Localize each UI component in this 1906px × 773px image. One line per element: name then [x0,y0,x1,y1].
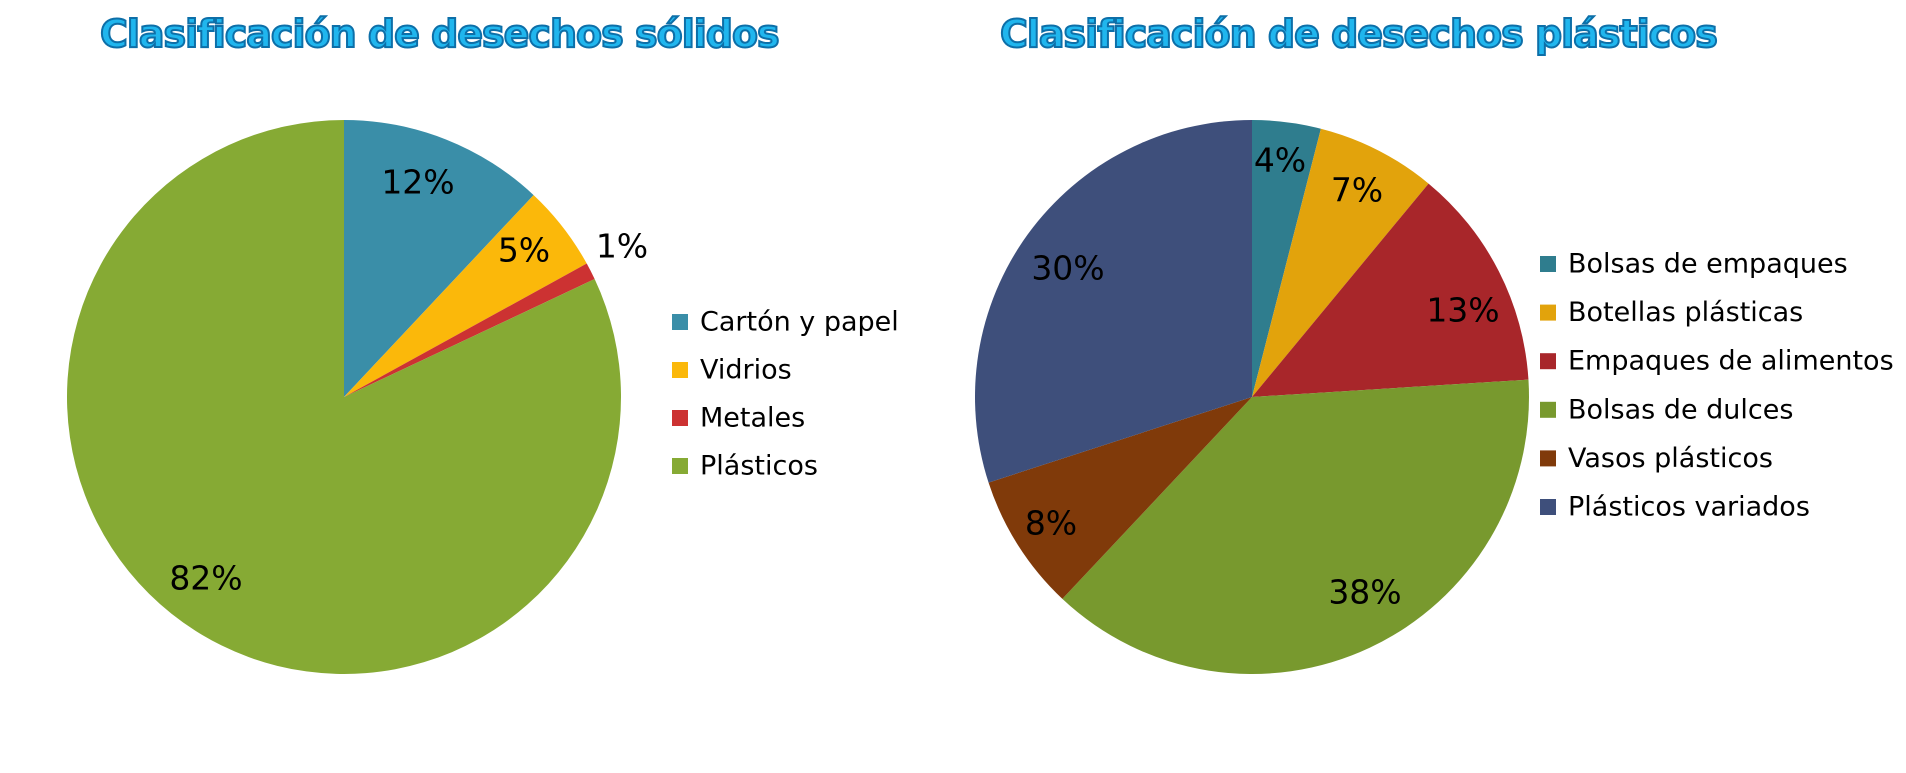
legend-label-carton-y-papel: Cartón y papel [700,307,899,338]
pie-slice-plasticos [66,120,621,674]
data-label-vidrios: 5% [498,231,550,270]
pie-slice-vasos-plasticos [988,397,1252,599]
legend-label-vasos-plasticos: Vasos plásticos [1568,443,1773,474]
pie-slice-botellas-plasticas [1252,128,1429,398]
pie-slice-bolsas-de-dulces [1062,379,1529,674]
legend-plastic-waste: Bolsas de empaques Botellas plásticas Empa… [1540,249,1894,523]
data-label-botellas-plasticas: 7% [1331,171,1383,210]
data-label-carton-y-papel: 12% [381,163,454,202]
pie-slice-bolsas-de-empaques [1252,120,1321,397]
pie-slice-empaques-de-alimentos [1252,183,1529,397]
legend-swatch-metales [672,410,688,426]
chart-title-plastic-waste: Clasificación de desechos plásticos [999,11,1719,57]
pie-slice-plasticos-variados [974,120,1252,483]
pie-chart-solid-waste: 12% 5% 1% 82% [66,120,648,674]
pie-slice-carton-y-papel [344,120,534,397]
legend-label-botellas-plasticas: Botellas plásticas [1568,297,1803,328]
data-label-empaques-de-alimentos: 13% [1426,291,1499,330]
legend-label-plasticos: Plásticos [700,451,818,482]
pie-slice-metales [344,263,595,397]
data-label-bolsas-de-dulces: 38% [1328,573,1401,612]
legend-solid-waste: Cartón y papel Vidrios Metales Plásticos [672,307,899,482]
legend-label-metales: Metales [700,403,805,434]
legend-label-bolsas-de-empaques: Bolsas de empaques [1568,249,1848,280]
legend-swatch-vidrios [672,362,688,378]
data-label-bolsas-de-empaques: 4% [1254,141,1306,180]
legend-swatch-plasticos-variados [1540,499,1556,515]
chart-title-solid-waste: Clasificación de desechos sólidos [99,11,781,57]
legend-swatch-plasticos [672,458,688,474]
legend-swatch-botellas-plasticas [1540,304,1556,321]
pie-chart-plastic-waste: 4% 7% 13% 38% 8% 30% [974,120,1529,674]
legend-label-bolsas-de-dulces: Bolsas de dulces [1568,394,1793,425]
legend-swatch-bolsas-de-dulces [1540,401,1556,418]
legend-swatch-bolsas-de-empaques [1540,256,1556,272]
data-label-vasos-plasticos: 8% [1025,504,1077,543]
legend-label-vidrios: Vidrios [700,355,792,386]
data-label-metales: 1% [596,227,648,266]
legend-label-plasticos-variados: Plásticos variados [1568,492,1810,523]
legend-swatch-vasos-plasticos [1540,450,1556,467]
data-label-plasticos-variados: 30% [1031,249,1104,288]
pie-slice-vidrios [344,195,587,397]
legend-swatch-carton-y-papel [672,314,688,330]
data-label-plasticos: 82% [169,559,242,598]
legend-label-empaques-de-alimentos: Empaques de alimentos [1568,346,1894,377]
legend-swatch-empaques-de-alimentos [1540,353,1556,370]
